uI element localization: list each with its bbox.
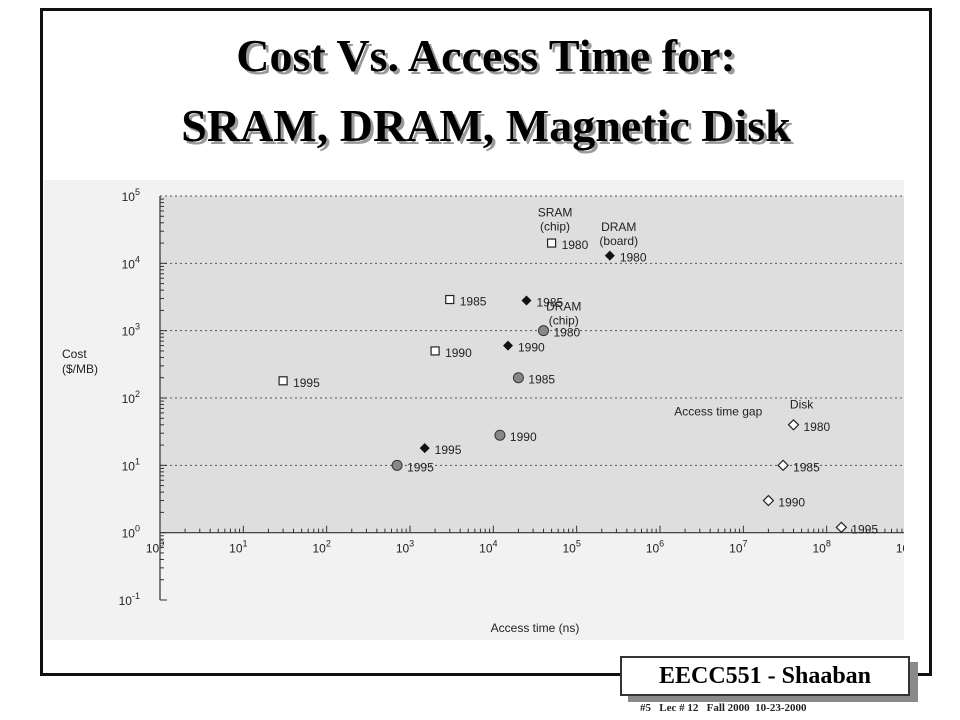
chart-annotation: DRAM <box>546 299 581 313</box>
data-point <box>777 459 789 472</box>
data-point-label: 1990 <box>518 341 545 355</box>
data-point-label: 1980 <box>554 326 581 340</box>
data-point-label: 1995 <box>435 443 462 457</box>
data-point <box>835 521 848 534</box>
data-point <box>503 340 514 351</box>
chart-annotation: (chip) <box>540 219 570 233</box>
chart-annotation: (board) <box>599 234 638 248</box>
course-badge: EECC551 - Shaaban <box>620 656 910 696</box>
data-point <box>538 325 550 337</box>
x-axis-title: Access time (ns) <box>491 621 580 635</box>
chart-annotation: SRAM <box>538 205 573 219</box>
data-point-label: 1985 <box>528 373 555 387</box>
data-point-label: 1985 <box>793 460 820 474</box>
data-point <box>604 250 615 261</box>
data-point-label: 1995 <box>851 522 878 536</box>
x-tick-label: 109 <box>896 539 904 556</box>
data-point <box>419 443 430 454</box>
chart-annotation: DRAM <box>601 220 636 234</box>
chart-annotation: (chip) <box>549 313 579 327</box>
y-axis-title: ($/MB) <box>62 362 98 376</box>
shaded-region <box>160 196 904 533</box>
data-point-label: 1980 <box>620 251 647 265</box>
data-point-label: 1990 <box>445 346 472 360</box>
data-point <box>391 459 403 471</box>
data-point-label: 1985 <box>460 295 487 309</box>
data-point-label: 1990 <box>510 430 537 444</box>
data-point <box>546 238 557 248</box>
data-point <box>762 494 775 507</box>
data-point-label: 1990 <box>778 496 805 510</box>
data-point <box>512 372 524 384</box>
data-point <box>787 418 800 431</box>
y-axis-title: Cost <box>62 347 87 361</box>
slide-footer: #5 Lec # 12 Fall 2000 10-23-2000 <box>640 702 807 714</box>
data-point <box>430 346 440 356</box>
data-point-label: 1980 <box>804 420 831 434</box>
data-point <box>521 295 532 306</box>
data-point <box>445 294 455 305</box>
slide-title-line-2: SRAM, DRAM, Magnetic Disk <box>181 100 791 151</box>
data-point <box>494 429 506 441</box>
data-point-label: 1995 <box>293 376 320 390</box>
data-point-label: 1995 <box>407 460 434 474</box>
data-point-label: 1980 <box>562 238 589 252</box>
data-point <box>278 376 288 386</box>
data-point-label: 1985 <box>536 296 563 310</box>
chart-annotation: Disk <box>790 397 814 411</box>
cost-vs-access-time-chart: 1001011021031041051061071081091051041031… <box>44 180 904 640</box>
chart-annotation: Access time gap <box>674 404 762 418</box>
slide-title-line-1: Cost Vs. Access Time for: <box>236 30 736 81</box>
